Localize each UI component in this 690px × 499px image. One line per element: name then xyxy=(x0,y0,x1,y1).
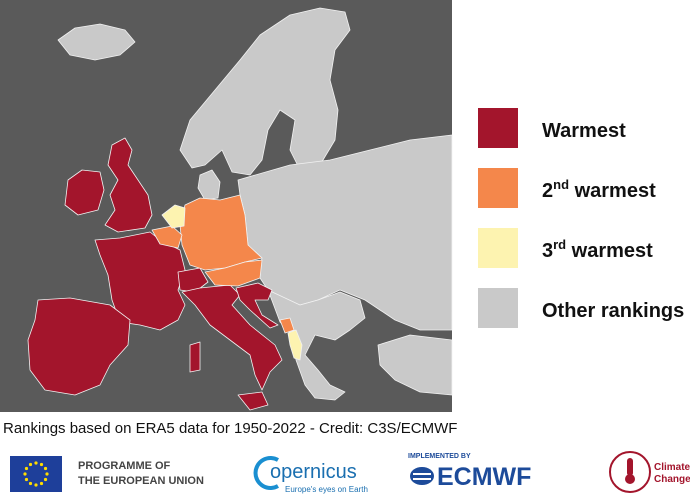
region xyxy=(57,23,136,61)
legend-text: warmest xyxy=(566,240,653,262)
ecmwf-icon xyxy=(413,473,431,475)
region xyxy=(104,137,153,233)
caption: Rankings based on ERA5 data for 1950-202… xyxy=(3,420,457,437)
eu-star xyxy=(39,481,44,486)
map xyxy=(27,7,453,411)
region xyxy=(377,334,453,396)
climate-icon xyxy=(627,458,633,476)
eu-star xyxy=(24,477,29,482)
region xyxy=(179,7,351,176)
legend-swatch xyxy=(478,108,518,148)
region xyxy=(204,259,263,287)
eu-star xyxy=(43,477,48,482)
eu-star xyxy=(28,481,33,486)
region xyxy=(267,289,366,401)
region xyxy=(189,341,201,373)
region xyxy=(181,284,283,391)
eu-star xyxy=(23,472,27,476)
legend-label: 2nd warmest xyxy=(542,177,656,202)
region xyxy=(27,297,131,396)
region xyxy=(161,204,186,229)
region xyxy=(287,329,303,361)
eu-text: THE EUROPEAN UNION xyxy=(78,475,204,487)
eu-star xyxy=(28,462,33,467)
eu-stars xyxy=(23,461,49,487)
eu-star xyxy=(34,461,38,465)
legend-label: Other rankings xyxy=(542,300,684,322)
climate-icon xyxy=(625,474,635,484)
climate-text: Climate xyxy=(654,462,690,473)
eu-flag xyxy=(10,456,62,492)
legend-text: warmest xyxy=(569,180,656,202)
copernicus-name: opernicus xyxy=(270,461,357,483)
eu-star xyxy=(24,466,29,471)
region xyxy=(235,282,279,329)
legend-ordinal: 2 xyxy=(542,180,553,202)
region xyxy=(237,391,269,411)
region xyxy=(177,267,209,293)
copernicus-tagline: Europe's eyes on Earth xyxy=(285,485,368,494)
legend-swatch xyxy=(478,168,518,208)
eu-star xyxy=(45,472,49,476)
legend-ordinal: 3 xyxy=(542,240,553,262)
legend-swatch xyxy=(478,228,518,268)
legend-swatch xyxy=(478,288,518,328)
region xyxy=(64,169,105,216)
ecmwf-name: ECMWF xyxy=(437,463,531,491)
region xyxy=(279,317,295,334)
legend-label: Warmest xyxy=(542,120,626,142)
region xyxy=(197,169,221,201)
legend-suffix: rd xyxy=(553,237,566,252)
region xyxy=(151,225,183,249)
eu-star xyxy=(43,466,48,471)
climate-text: Change xyxy=(654,474,690,485)
climate-icon xyxy=(609,451,651,493)
legend-label: 3rd warmest xyxy=(542,237,653,262)
ecmwf-icon xyxy=(410,467,434,485)
legend-suffix: nd xyxy=(553,177,569,192)
eu-star xyxy=(34,483,38,487)
ecmwf-label: IMPLEMENTED BY xyxy=(408,453,471,460)
eu-star xyxy=(39,462,44,467)
eu-text: PROGRAMME OF xyxy=(78,460,171,472)
region xyxy=(179,194,263,271)
copernicus-c xyxy=(253,456,279,490)
ecmwf-icon xyxy=(413,478,431,480)
